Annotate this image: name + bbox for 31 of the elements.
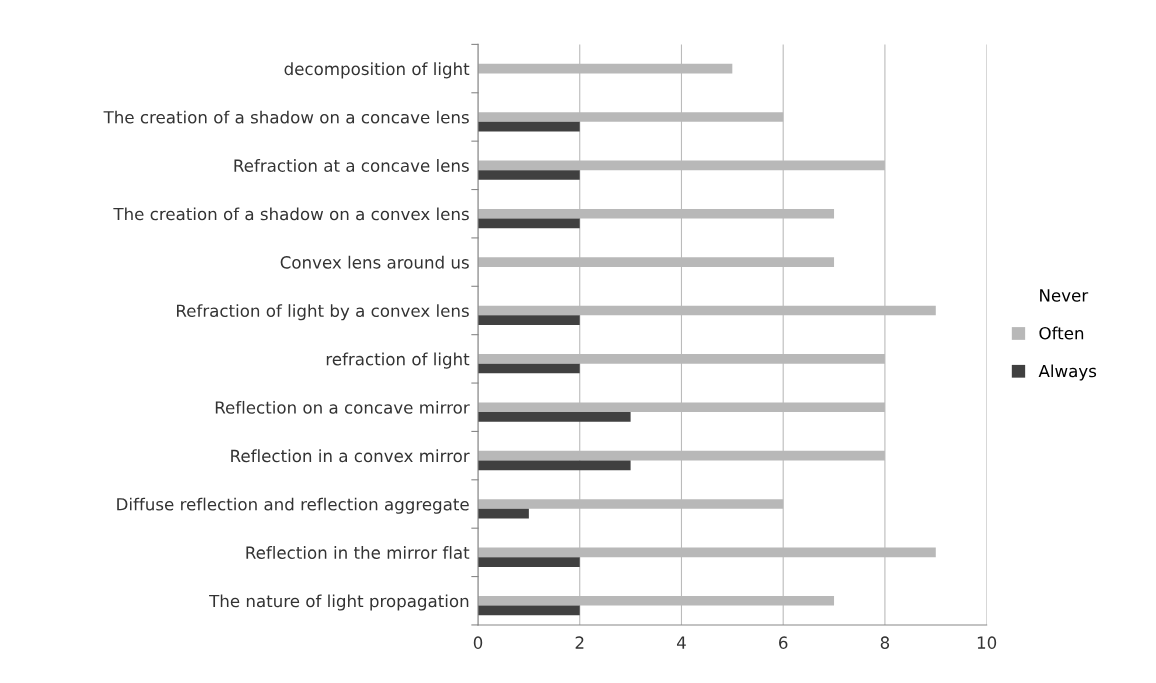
- bar: [478, 605, 580, 616]
- y-tick-label: Convex lens around us: [280, 255, 469, 269]
- x-tick-label: 10: [977, 636, 997, 649]
- x-tick-label: 4: [676, 636, 686, 649]
- x-tick-label: 6: [779, 636, 788, 649]
- y-tick-label: The nature of light propagation: [209, 594, 469, 611]
- x-tick-label: 2: [575, 636, 584, 649]
- y-tick-label: Reflection in the mirror flat: [246, 546, 470, 559]
- y-tick-label: Reflection in a convex mirror: [231, 449, 470, 463]
- x-tick-label: 8: [880, 636, 890, 649]
- y-tick-label: refraction of light: [326, 352, 470, 369]
- bar: [478, 508, 529, 519]
- bar: [478, 315, 580, 325]
- text: Never: [1040, 289, 1089, 302]
- bar: [478, 218, 580, 229]
- x-tick-label: 0: [473, 636, 483, 649]
- bar: [478, 557, 580, 567]
- legend-label: Always: [1038, 364, 1097, 381]
- y-tick-label: Refraction at a concave lens: [234, 159, 469, 172]
- legend-label: Often: [1039, 326, 1084, 340]
- y-tick-label: Reflection on a concave mirror: [215, 400, 470, 414]
- y-tick-label: The creation of a shadow on a convex lens: [113, 207, 469, 221]
- bar: [478, 170, 580, 180]
- y-tick-label: decomposition of light: [284, 62, 470, 79]
- y-tick-label: The creation of a shadow on a concave lens: [103, 110, 469, 124]
- y-tick-label: Diffuse reflection and reflection aggregate: [117, 497, 469, 514]
- y-tick-label: Refraction of light by a convex lens: [177, 304, 469, 321]
- bar: [478, 363, 580, 374]
- bar: [478, 460, 631, 471]
- bar: [478, 121, 580, 132]
- bar: [478, 412, 631, 422]
